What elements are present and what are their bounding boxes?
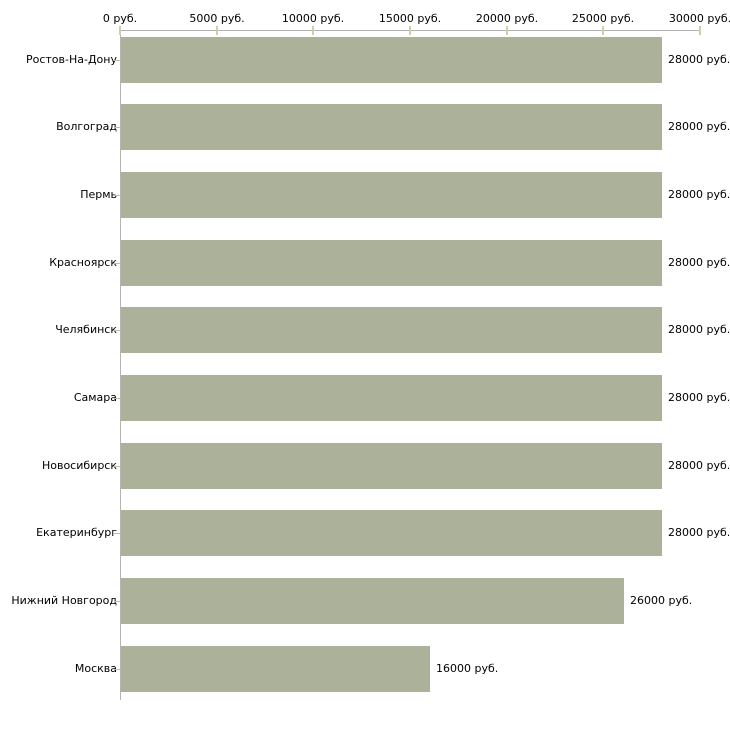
value-label: 26000 руб. (630, 594, 693, 607)
x-axis-tick-label: 0 руб. (102, 12, 138, 25)
x-axis-tick-label: 15000 руб. (378, 12, 442, 25)
category-label: Екатеринбург (36, 526, 117, 539)
category-tick-mark (114, 60, 120, 61)
bar (121, 578, 624, 624)
category-tick-mark (114, 398, 120, 399)
value-label: 28000 руб. (668, 391, 730, 404)
category-label: Челябинск (55, 323, 117, 336)
category-label: Самара (73, 391, 117, 404)
x-axis-tick-mark (409, 26, 411, 35)
value-label: 28000 руб. (668, 256, 730, 269)
value-label: 28000 руб. (668, 526, 730, 539)
bar (121, 307, 662, 353)
x-axis-tick-mark (216, 26, 218, 35)
category-label: Нижний Новгород (11, 594, 117, 607)
value-label: 28000 руб. (668, 120, 730, 133)
category-label: Красноярск (49, 256, 117, 269)
x-axis-tick-mark (119, 26, 121, 35)
y-axis-line (120, 30, 121, 700)
category-label: Пермь (80, 188, 117, 201)
bar (121, 172, 662, 218)
value-label: 28000 руб. (668, 53, 730, 66)
x-axis-tick-mark (602, 26, 604, 35)
x-axis-tick-label: 20000 руб. (475, 12, 539, 25)
category-label: Москва (74, 662, 117, 675)
x-axis-tick-mark (506, 26, 508, 35)
category-tick-mark (114, 127, 120, 128)
x-axis-tick-label: 30000 руб. (668, 12, 730, 25)
x-axis-tick-mark (312, 26, 314, 35)
category-tick-mark (114, 263, 120, 264)
bar (121, 510, 662, 556)
value-label: 16000 руб. (436, 662, 499, 675)
x-axis-tick-mark (699, 26, 701, 35)
x-axis-tick-label: 5000 руб. (189, 12, 245, 25)
category-tick-mark (114, 601, 120, 602)
category-label: Ростов-На-Дону (25, 53, 117, 66)
category-tick-mark (114, 195, 120, 196)
bar (121, 375, 662, 421)
value-label: 28000 руб. (668, 323, 730, 336)
category-label: Новосибирск (41, 459, 117, 472)
bar (121, 646, 430, 692)
category-tick-mark (114, 330, 120, 331)
value-label: 28000 руб. (668, 459, 730, 472)
category-label: Волгоград (56, 120, 117, 133)
x-axis-tick-label: 10000 руб. (281, 12, 345, 25)
value-label: 28000 руб. (668, 188, 730, 201)
bar (121, 104, 662, 150)
bar (121, 443, 662, 489)
category-tick-mark (114, 669, 120, 670)
bar (121, 37, 662, 83)
bar (121, 240, 662, 286)
category-tick-mark (114, 466, 120, 467)
x-axis-tick-label: 25000 руб. (571, 12, 635, 25)
category-tick-mark (114, 533, 120, 534)
